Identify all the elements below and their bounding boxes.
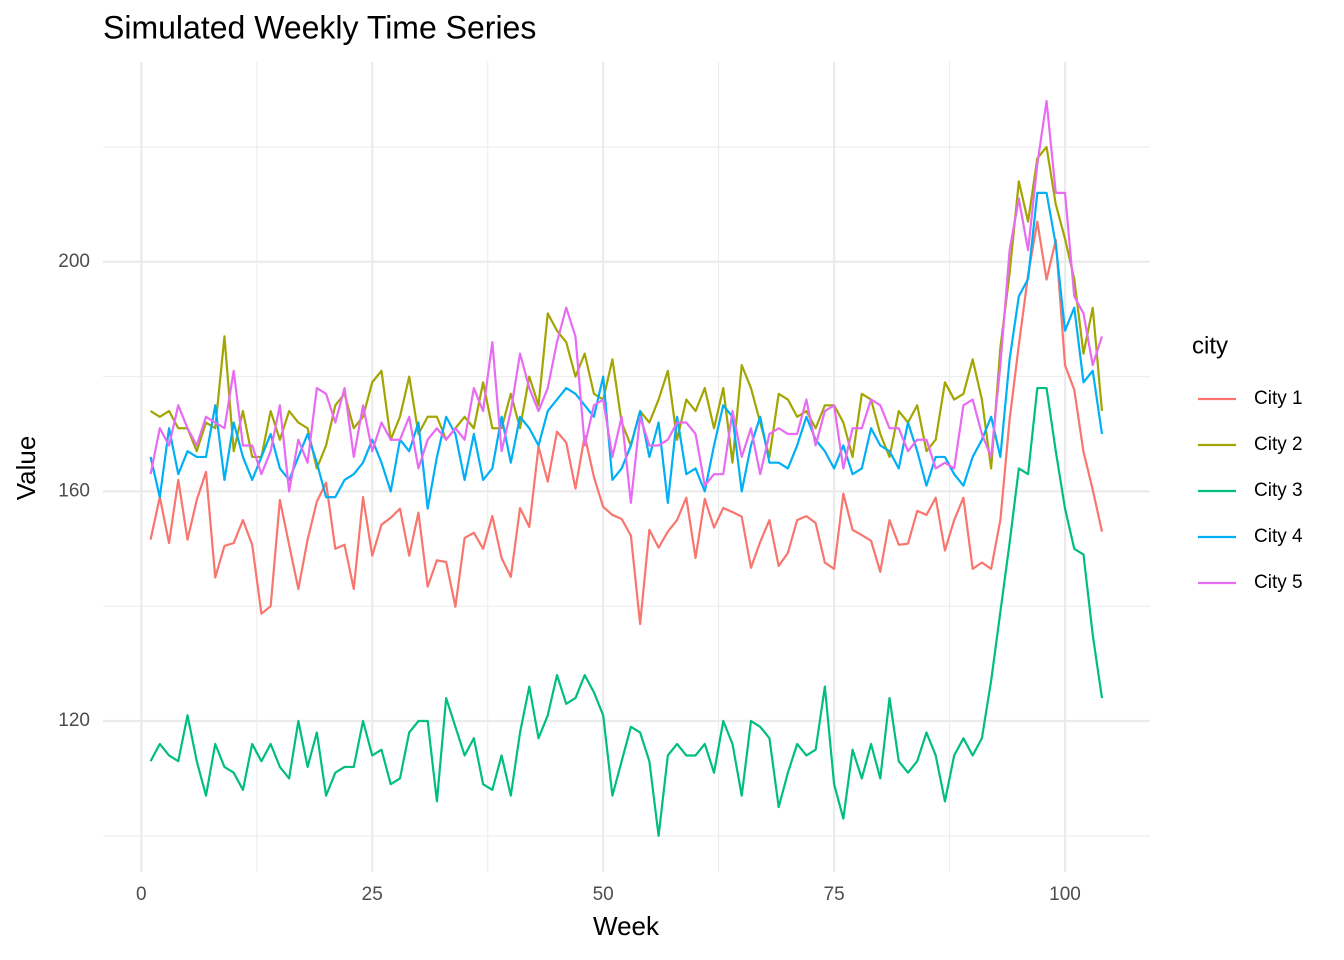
legend-label: City 2 [1254,434,1303,455]
legend-label: City 5 [1254,572,1303,593]
legend-label: City 4 [1254,526,1303,547]
plot-lines [149,99,1104,837]
grid: 120 160 200 0 25 50 75 100 [58,62,1150,905]
chart-title: Simulated Weekly Time Series [103,9,536,45]
legend-title: city [1192,332,1228,359]
x-tick-label: 75 [824,884,845,905]
series-line [149,386,1104,837]
y-tick-label: 120 [58,710,90,731]
y-axis-title: Value [11,436,41,501]
series-line [149,220,1104,626]
legend-label: City 3 [1254,480,1303,501]
x-tick-label: 25 [362,884,383,905]
x-tick-label: 0 [136,884,147,905]
series-line [149,145,1104,470]
legend: City 1 City 2 City 3 City 4 City 5 [1198,388,1303,593]
y-tick-label: 160 [58,480,90,501]
series-line [149,99,1104,504]
x-axis-title: Week [593,911,660,941]
legend-label: City 1 [1254,388,1303,409]
x-tick-label: 50 [593,884,614,905]
y-tick-label: 200 [58,251,90,272]
x-tick-label: 100 [1049,884,1081,905]
